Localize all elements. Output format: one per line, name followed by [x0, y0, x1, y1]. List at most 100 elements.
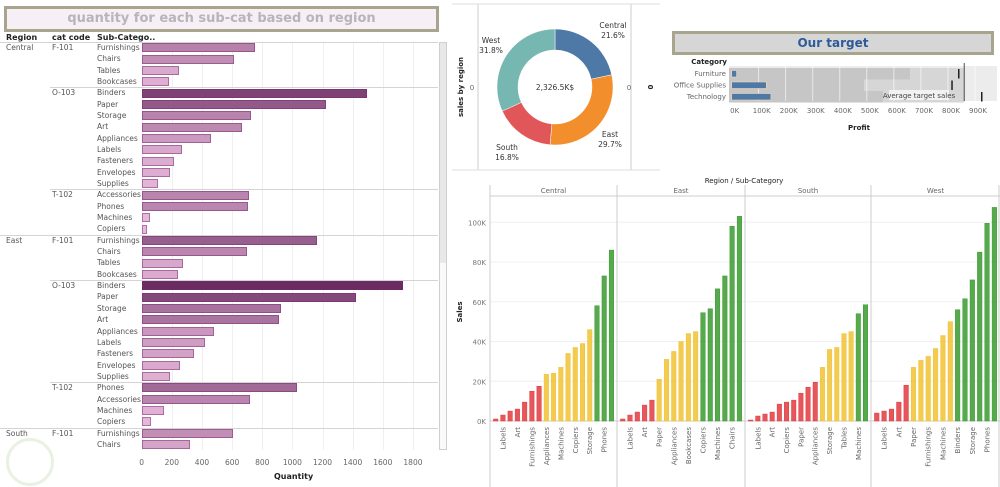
- sales-bar: [715, 288, 721, 422]
- sales-bar: [991, 207, 997, 422]
- gridline: [141, 42, 143, 450]
- quantity-bar[interactable]: [141, 394, 250, 404]
- quantity-bar[interactable]: [141, 281, 403, 291]
- quantity-bar[interactable]: [141, 224, 147, 234]
- sales-bar: [977, 251, 983, 422]
- sub-category-label: Envelopes: [97, 167, 136, 177]
- quantity-bar[interactable]: [141, 338, 205, 348]
- sales-tick: 0K: [477, 418, 486, 426]
- sub-category-label: Tables: [97, 65, 121, 75]
- quantity-bar[interactable]: [141, 179, 158, 189]
- quantity-tick: 0: [139, 458, 145, 467]
- quantity-bar[interactable]: [141, 326, 215, 336]
- panel-header-south: South: [798, 187, 818, 195]
- quantity-bar[interactable]: [141, 428, 233, 438]
- sales-bar: [947, 321, 953, 422]
- quantity-bar[interactable]: [141, 201, 249, 211]
- quantity-bar[interactable]: [141, 133, 211, 143]
- sub-category-tick: Binders: [954, 427, 962, 454]
- quantity-bar[interactable]: [141, 167, 171, 177]
- sales-bar: [693, 331, 699, 422]
- quantity-bar[interactable]: [141, 77, 169, 87]
- quantity-bar[interactable]: [141, 292, 356, 302]
- quantity-tick: 400: [194, 458, 210, 467]
- quantity-bar-chart: Central F-101 Furnishings Chairs Tables Bookc…: [0, 42, 438, 450]
- gridline: [352, 42, 354, 450]
- gridline: [262, 42, 264, 450]
- sales-bar: [855, 313, 861, 422]
- pie-slice-label: West: [482, 36, 500, 45]
- sub-category-tick: Bookcases: [685, 427, 693, 465]
- quantity-bar[interactable]: [141, 190, 249, 200]
- sub-category-tick: Appliances: [543, 427, 551, 465]
- sub-category-label: Art: [97, 315, 109, 325]
- quantity-bar[interactable]: [141, 406, 164, 416]
- sales-bar: [627, 414, 633, 422]
- quantity-bar[interactable]: [141, 372, 171, 382]
- sub-category-label: Storage: [97, 303, 127, 313]
- cat-code-label: F-101: [52, 235, 74, 245]
- sales-bar: [748, 419, 754, 422]
- sub-category-label: Binders: [97, 88, 126, 98]
- sales-bar: [700, 312, 706, 422]
- quantity-bar[interactable]: [141, 99, 326, 109]
- quantity-bar[interactable]: [141, 54, 234, 64]
- watermark-logo: [6, 438, 54, 486]
- cat-code-label: T-102: [52, 383, 73, 393]
- quantity-bar[interactable]: [141, 383, 297, 393]
- quantity-bar[interactable]: [141, 440, 190, 450]
- sub-category-tick: Appliances: [670, 427, 678, 465]
- sub-category-label: Accessories: [97, 190, 141, 200]
- sales-bar: [551, 373, 557, 422]
- sub-category-label: Labels: [97, 337, 122, 347]
- sales-bar: [493, 418, 499, 422]
- quantity-bar[interactable]: [141, 349, 194, 359]
- header-sub-category[interactable]: Sub-Catego..: [97, 33, 156, 42]
- panel-header-west: West: [927, 187, 944, 195]
- header-cat-code[interactable]: cat code: [52, 33, 91, 42]
- quantity-bar[interactable]: [141, 258, 183, 268]
- quantity-bar[interactable]: [141, 270, 178, 279]
- category-header: Category: [691, 58, 727, 66]
- quantity-bar[interactable]: [141, 65, 180, 75]
- quantity-bar[interactable]: [141, 122, 243, 132]
- sub-category-label: Phones: [97, 383, 125, 393]
- quantity-bar[interactable]: [141, 111, 251, 121]
- quantity-bar[interactable]: [141, 43, 255, 53]
- quantity-bar[interactable]: [141, 360, 180, 370]
- sales-bar: [543, 374, 549, 422]
- quantity-bar[interactable]: [141, 145, 182, 155]
- header-region[interactable]: Region: [6, 33, 38, 42]
- quantity-tick: 800: [255, 458, 270, 467]
- gridline: [412, 42, 414, 450]
- quantity-bar[interactable]: [141, 247, 248, 257]
- sales-bar: [984, 223, 990, 422]
- pie-slice-pct: 29.7%: [598, 140, 622, 149]
- gridline: [201, 42, 203, 450]
- vertical-scrollbar[interactable]: [439, 42, 447, 450]
- quantity-bar[interactable]: [141, 88, 367, 98]
- sub-category-label: Furnishings: [97, 235, 140, 245]
- pie-center-total: 2,326.5K$: [536, 83, 575, 92]
- sub-category-label: Bookcases: [97, 77, 137, 87]
- gridline: [382, 42, 384, 450]
- sales-bar: [755, 415, 761, 422]
- average-target-label: Average target sales: [883, 92, 956, 100]
- quantity-bar[interactable]: [141, 235, 317, 245]
- sub-category-tick: Art: [514, 427, 522, 438]
- sub-category-label: Furnishings: [97, 428, 140, 438]
- quantity-bar[interactable]: [141, 304, 281, 314]
- sub-category-label: Fasteners: [97, 156, 134, 166]
- sales-bar: [925, 356, 931, 422]
- pie-slice-pct: 31.8%: [479, 46, 503, 55]
- sales-bar: [634, 411, 640, 422]
- profit-bar-office-supplies: [731, 81, 767, 89]
- quantity-bar[interactable]: [141, 156, 174, 166]
- quantity-bar[interactable]: [141, 213, 150, 223]
- sales-bar: [834, 347, 840, 422]
- quantity-bar[interactable]: [141, 417, 151, 427]
- sales-bar: [663, 359, 669, 422]
- scrollbar-thumb[interactable]: [440, 43, 446, 263]
- region-separator: [0, 42, 438, 43]
- quantity-bar[interactable]: [141, 315, 279, 325]
